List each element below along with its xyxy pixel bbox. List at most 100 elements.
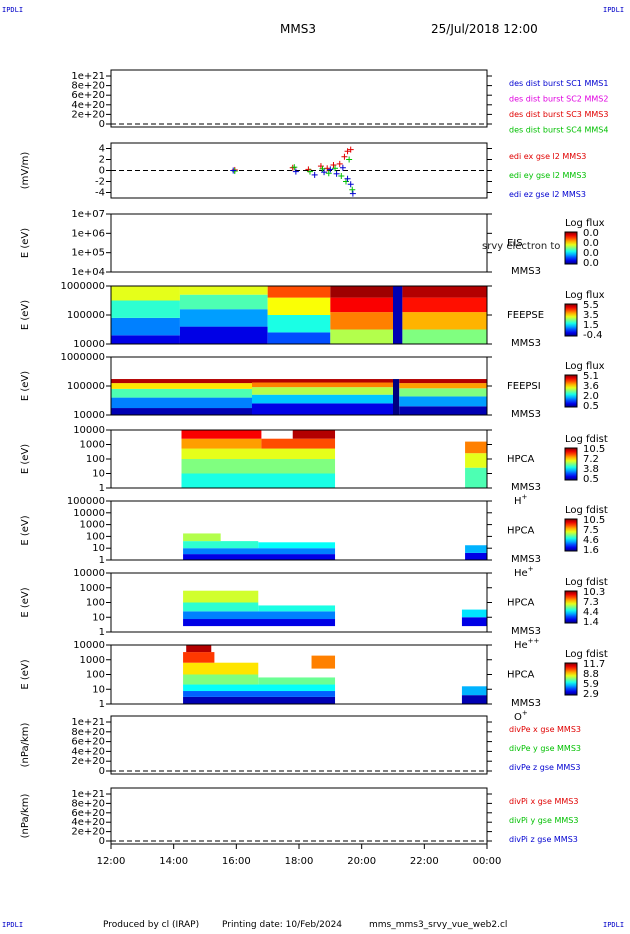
y-tick-label: 1000 [80, 583, 105, 594]
y-tick-label: 10000 [73, 508, 105, 519]
heatmap-cell [111, 335, 180, 344]
heatmap-cell [330, 286, 393, 298]
legend-entry: des dist burst SC4 MMS4 [509, 126, 608, 135]
heatmap-cell [461, 609, 487, 618]
heatmap-cell [330, 297, 393, 313]
y-tick-label: 1e+06 [71, 228, 105, 239]
y-tick-label: 1000 [80, 440, 105, 451]
colorbar-tick-label: 1.6 [583, 545, 599, 556]
y-tick-label: 10000 [73, 339, 105, 350]
spacecraft-label: MMS3 [511, 338, 541, 349]
y-axis-label: E (eV) [20, 444, 31, 474]
colorbar-title: Log flux [565, 218, 605, 229]
y-tick-label: 100000 [67, 310, 105, 321]
colorbar [564, 518, 578, 552]
y-tick-label: 10 [92, 612, 105, 623]
colorbar-tick-label: 2.0 [583, 391, 599, 402]
y-tick-label: 8e+20 [71, 81, 105, 92]
heatmap-cell [461, 695, 487, 704]
heatmap-cell [461, 617, 487, 627]
heatmap-cell [183, 533, 221, 542]
heatmap-cell [267, 297, 331, 315]
heatmap-cell [183, 691, 336, 697]
legend-entry: divPe x gse MMS3 [509, 725, 581, 734]
y-tick-label: 8e+20 [71, 798, 105, 809]
y-tick-label: 4e+20 [71, 746, 105, 757]
colorbar [564, 374, 578, 408]
colorbar-tick-label: 7.5 [583, 525, 599, 536]
heatmap-cell [252, 387, 393, 395]
y-tick-label: 10000 [73, 425, 105, 436]
heatmap-cell [402, 286, 487, 298]
heatmap-cell [181, 473, 336, 488]
heatmap-cell [292, 430, 336, 439]
y-tick-label: 100 [86, 598, 105, 609]
heatmap-cell [183, 652, 215, 663]
heatmap-cell [267, 286, 331, 298]
instrument-label: HPCA [507, 526, 535, 537]
species-charge: + [528, 565, 534, 573]
instrument-label: FEEPSI [507, 381, 541, 392]
colorbar-tick-label: 2.9 [583, 689, 599, 700]
y-tick-label: 1e+05 [71, 248, 105, 259]
y-axis-label: (mV/m) [20, 152, 31, 190]
y-axis-label: E (eV) [20, 228, 31, 258]
species-label: O+ [514, 709, 528, 723]
colorbar-title: Log flux [565, 361, 605, 372]
colorbar [564, 447, 578, 481]
heatmap-cell [465, 545, 487, 553]
page-title: MMS3 [280, 22, 316, 36]
heatmap-cell [258, 605, 336, 612]
legend-entry: des dist burst SC1 MMS1 [509, 79, 608, 88]
heatmap-cell [465, 453, 487, 468]
heatmap-cell [393, 286, 403, 344]
colorbar-tick-label: 10.3 [583, 587, 605, 598]
y-tick-label: 6e+20 [71, 808, 105, 819]
plot-frame [110, 213, 488, 273]
page-date: 25/Jul/2018 12:00 [431, 22, 538, 36]
heatmap-cell [111, 383, 252, 389]
heatmap-cell [183, 611, 336, 620]
y-tick-label: 6e+20 [71, 737, 105, 748]
spacecraft-label: MMS3 [511, 626, 541, 637]
spacecraft-label: MMS3 [511, 409, 541, 420]
heatmap-cell [267, 332, 331, 344]
spacecraft-label: MMS3 [511, 482, 541, 493]
heatmap-cell [181, 438, 262, 449]
heatmap-cell [179, 286, 268, 295]
heatmap-cell [252, 379, 393, 383]
y-tick-label: 2 [99, 155, 105, 166]
heatmap-cell [399, 388, 487, 397]
y-tick-label: 8e+20 [71, 727, 105, 738]
y-tick-label: -2 [95, 177, 105, 188]
y-tick-label: 100 [86, 670, 105, 681]
colorbar-tick-label: 3.8 [583, 464, 599, 475]
colorbar-tick-label: 0.5 [583, 401, 599, 412]
heatmap-cell [261, 438, 336, 449]
heatmap-cell [111, 408, 252, 415]
legend-entry: des dist burst SC2 MMS2 [509, 95, 608, 104]
y-axis-label: (nPa/km) [20, 794, 31, 839]
species-label: H+ [514, 493, 528, 507]
spacecraft-label: MMS3 [511, 266, 541, 277]
corner-label-top-right: IPDLI [603, 6, 625, 14]
y-tick-label: 1e+21 [71, 717, 105, 728]
colorbar-tick-label: 4.4 [583, 607, 599, 618]
y-tick-label: 4e+20 [71, 100, 105, 111]
x-tick-label: 12:00 [97, 856, 126, 867]
y-tick-label: 1e+21 [71, 789, 105, 800]
legend-entry: edi ey gse l2 MMS3 [509, 171, 587, 180]
instrument-label: EIS [507, 238, 523, 249]
overlay-text: srvy electron to [482, 241, 560, 252]
y-axis-label: E (eV) [20, 587, 31, 617]
heatmap-cell [181, 430, 262, 439]
y-tick-label: -4 [95, 188, 105, 199]
colorbar-tick-label: 5.5 [583, 300, 599, 311]
legend-entry: divPi y gse MMS3 [509, 816, 578, 825]
panel-feepsi: 1000000 100000 10000 E (eV) FEEPSI MMS3 Log fl… [20, 352, 605, 421]
